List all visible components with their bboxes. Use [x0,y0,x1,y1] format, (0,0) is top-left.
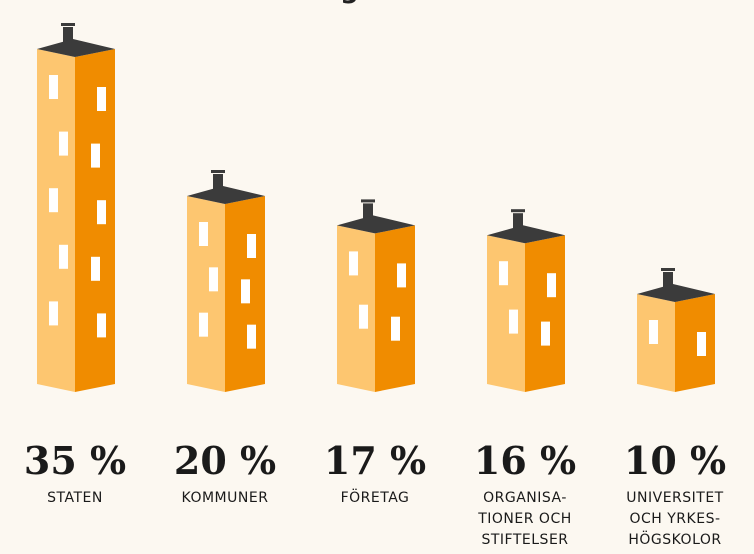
category-label: KOMMUNER [181,490,269,506]
building-right [525,235,565,392]
value-label: 10 % [624,438,726,483]
window [59,244,68,269]
building-left [487,235,525,392]
window [391,316,400,341]
building-right [375,225,415,392]
window [359,304,368,329]
window [199,312,208,337]
window [397,263,406,288]
window [247,234,256,258]
window [49,301,58,326]
window [509,309,518,334]
roof [337,215,415,234]
window [49,75,58,99]
chimney-cap [511,209,525,213]
building-right [675,294,715,392]
roof [637,284,715,302]
window [91,256,100,281]
window [649,320,658,344]
roof [487,225,565,244]
window [241,279,250,304]
chimney-cap [361,199,375,203]
building [37,23,115,392]
window [209,267,218,292]
window [97,200,106,225]
chart-title: arbetsgivarsektor [246,0,509,5]
window [91,143,100,168]
category-label: FÖRETAG [340,490,410,506]
building-left [37,49,75,392]
value-label: 20 % [174,438,276,483]
roof [187,186,265,204]
window [541,321,550,346]
window [247,324,256,349]
window [59,131,68,156]
building-right [75,49,115,392]
chimney [513,213,523,232]
chimney [363,203,373,222]
chimney [213,174,223,192]
window [97,313,106,338]
building [487,209,565,392]
window [49,188,58,213]
building [337,199,415,392]
building-left [187,196,225,392]
chimney [663,272,673,290]
building-left [337,225,375,392]
roof [37,39,115,57]
category-label: ORGANISA- TIONER OCH STIFTELSER [478,490,572,548]
chimney-cap [211,170,225,173]
chimney-cap [61,23,75,26]
value-label: 35 % [24,438,126,483]
category-label: UNIVERSITET OCH YRKES- HÖGSKOLOR [626,490,724,548]
building [187,170,265,392]
window [97,87,106,111]
window [499,261,508,286]
building [637,268,715,392]
category-label: STATEN [47,490,103,506]
chimney [63,27,73,45]
window [199,222,208,246]
window [349,251,358,276]
value-label: 16 % [474,438,576,483]
window [547,273,556,298]
chimney-cap [661,268,675,271]
window [697,332,706,356]
value-label: 17 % [324,438,426,483]
